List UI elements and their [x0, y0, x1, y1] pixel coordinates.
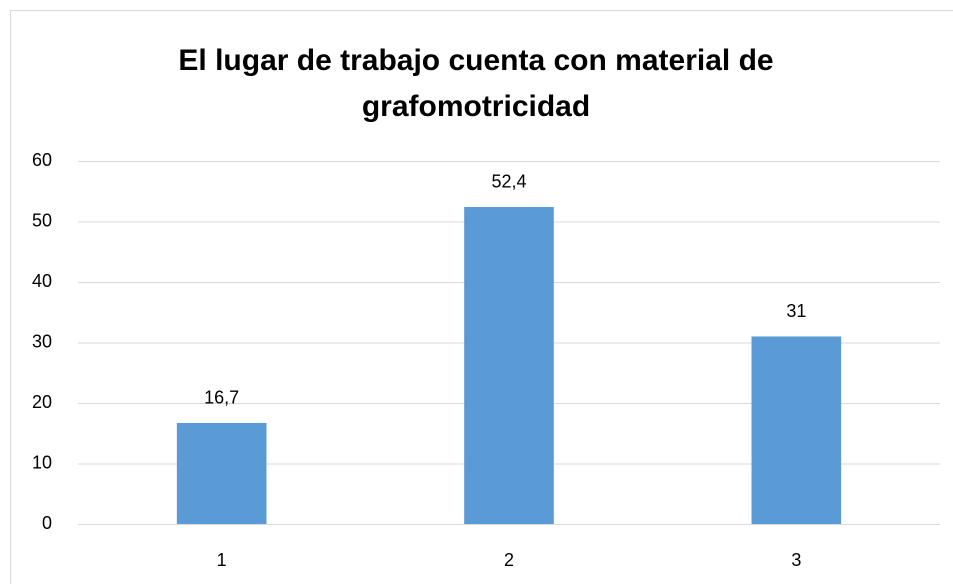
- x-tick-label: 3: [791, 550, 801, 570]
- y-tick-label: 30: [32, 331, 52, 351]
- y-tick-label: 40: [32, 271, 52, 291]
- y-tick-label: 10: [32, 452, 52, 472]
- bar: [751, 336, 842, 524]
- x-tick-label: 1: [217, 550, 227, 570]
- data-label: 52,4: [491, 172, 526, 192]
- bar: [464, 206, 554, 525]
- y-tick-label: 20: [32, 392, 52, 412]
- chart-border: [10, 10, 953, 584]
- data-label: 16,7: [204, 388, 239, 408]
- y-tick-label: 0: [42, 513, 52, 533]
- chart-title: El lugar de trabajo cuenta con material …: [178, 44, 774, 123]
- y-tick-label: 50: [32, 210, 52, 230]
- y-tick-label: 60: [32, 150, 52, 170]
- x-tick-label: 2: [504, 550, 514, 570]
- data-label: 31: [786, 301, 806, 321]
- bar: [176, 422, 267, 524]
